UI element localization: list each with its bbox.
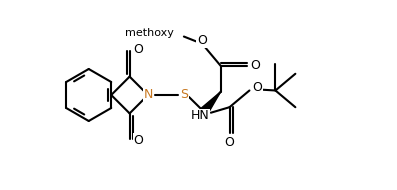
Polygon shape bbox=[200, 92, 221, 115]
Text: HN: HN bbox=[191, 109, 209, 122]
Text: O: O bbox=[134, 134, 144, 147]
Text: S: S bbox=[180, 89, 188, 101]
Text: methoxy: methoxy bbox=[125, 28, 174, 38]
Text: O: O bbox=[252, 81, 262, 94]
Text: O: O bbox=[225, 136, 235, 149]
Text: N: N bbox=[143, 89, 153, 101]
Text: O: O bbox=[251, 59, 260, 72]
Text: O: O bbox=[134, 43, 144, 56]
Text: O: O bbox=[197, 34, 207, 47]
